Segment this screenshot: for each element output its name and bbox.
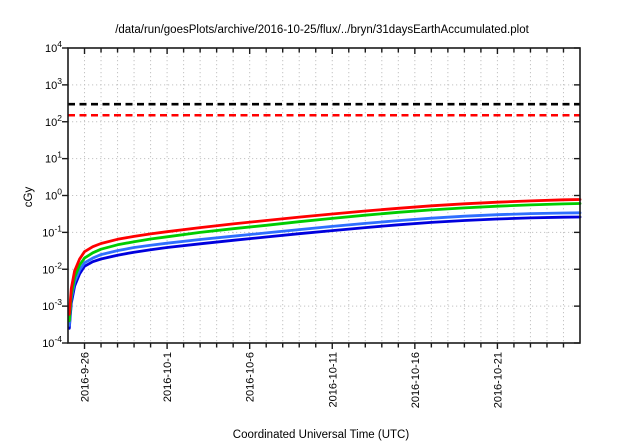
x-tick-label: 2016-10-11 xyxy=(327,352,339,407)
curve-layer xyxy=(67,198,582,330)
y-tick-label: 10-2 xyxy=(42,260,62,276)
y-tick-label: 10-3 xyxy=(42,297,62,313)
green-curve xyxy=(67,202,582,323)
red-curve xyxy=(67,198,582,316)
x-tick-label: 2016-10-6 xyxy=(245,352,257,402)
y-tick-label: 103 xyxy=(45,76,62,92)
y-tick-label: 102 xyxy=(45,113,62,129)
y-axis-label: cGy xyxy=(23,187,35,208)
threshold-layer xyxy=(68,102,580,117)
grid-layer xyxy=(68,48,580,343)
plot-border xyxy=(67,47,581,344)
y-tick-label: 104 xyxy=(45,39,62,55)
axis-layer xyxy=(62,47,581,349)
x-axis-label: Coordinated Universal Time (UTC) xyxy=(233,429,410,441)
y-tick-label: 10-1 xyxy=(42,223,62,239)
light-blue-curve xyxy=(67,211,582,327)
blue-curve xyxy=(67,215,582,330)
x-tick-label: 2016-10-16 xyxy=(410,352,422,408)
y-tick-label: 100 xyxy=(45,187,62,203)
y-tick-label: 10-4 xyxy=(42,334,62,350)
x-tick-label: 2016-10-21 xyxy=(492,352,504,408)
x-tick-label: 2016-10-1 xyxy=(162,352,174,402)
x-tick-label: 2016-9-26 xyxy=(80,352,92,402)
chart-title: /data/run/goesPlots/archive/2016-10-25/f… xyxy=(115,24,529,36)
y-tick-label: 101 xyxy=(45,150,62,166)
